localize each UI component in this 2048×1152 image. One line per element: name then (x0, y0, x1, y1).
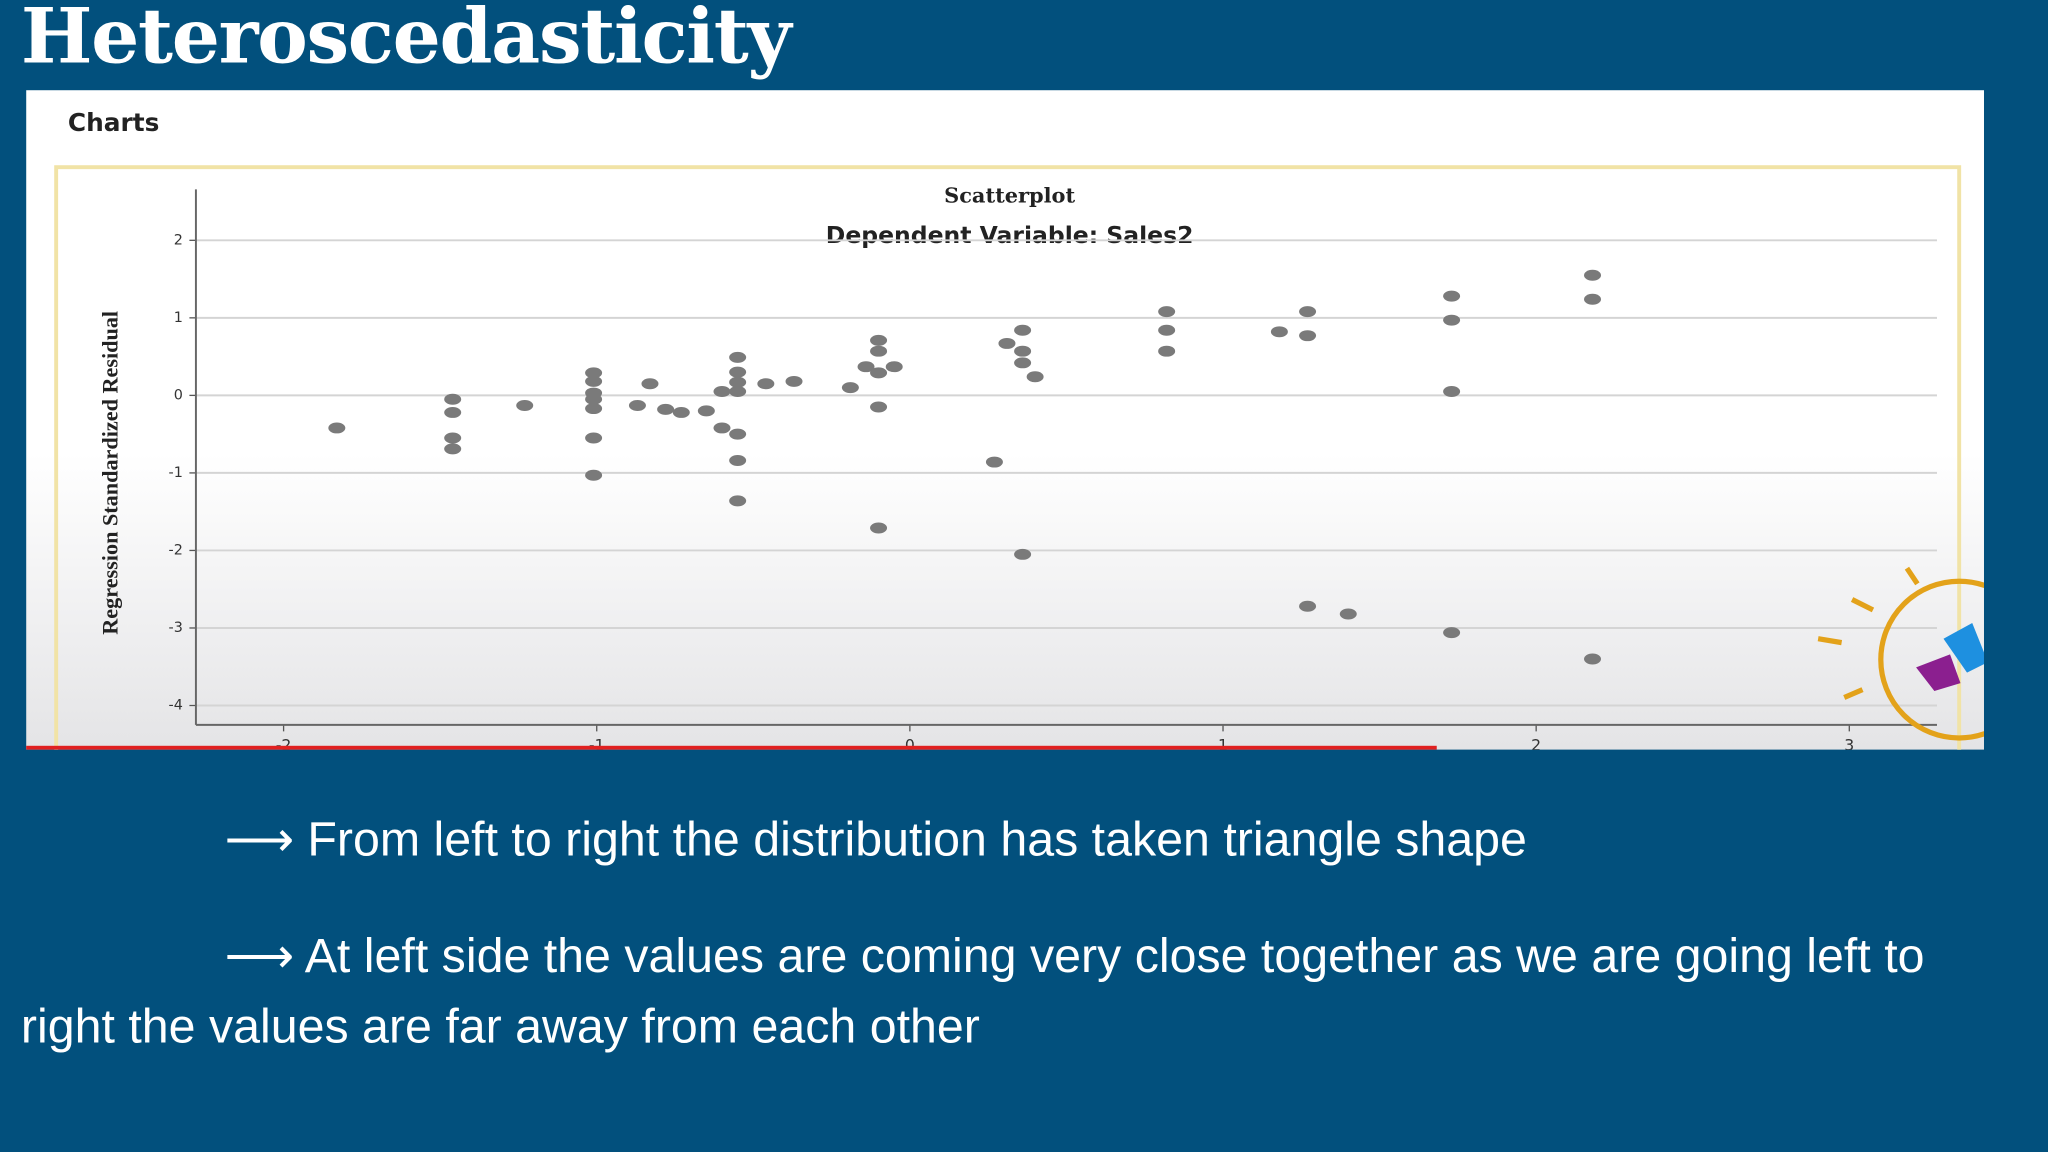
data-point (729, 386, 747, 397)
data-point (1584, 653, 1602, 665)
y-tick-label: -3 (169, 620, 183, 636)
data-point (785, 375, 803, 387)
data-point (870, 334, 888, 346)
data-point (672, 406, 690, 418)
y-tick-label: 1 (174, 310, 183, 326)
panel-title: Charts (68, 108, 159, 137)
chart-panel (26, 90, 1984, 750)
data-point (729, 428, 747, 440)
data-point (729, 376, 747, 388)
slide-title: Heteroscedasticity (20, 0, 792, 81)
data-point (444, 432, 462, 444)
data-point (729, 455, 747, 466)
data-point (1443, 627, 1461, 639)
data-point (585, 367, 603, 379)
data-point (1443, 386, 1461, 397)
data-point (1158, 306, 1176, 318)
data-point (1299, 330, 1317, 342)
bullet-text: ⟶ From left to right the distribution ha… (224, 812, 1527, 866)
data-point (628, 399, 646, 411)
data-point (885, 361, 903, 373)
data-point (1014, 345, 1032, 357)
y-axis-label: Regression Standardized Residual (97, 311, 122, 635)
data-point (998, 337, 1016, 349)
y-tick-label: 2 (174, 232, 183, 248)
y-tick-label: -4 (169, 698, 183, 714)
data-point (585, 403, 603, 415)
data-point (1014, 357, 1032, 369)
data-point (713, 386, 731, 397)
data-point (1014, 548, 1032, 560)
data-point (328, 422, 346, 434)
data-point (841, 382, 859, 394)
data-point (1299, 306, 1317, 318)
data-point (585, 432, 603, 444)
data-point (870, 367, 888, 379)
data-point (1584, 269, 1602, 281)
data-point (1299, 600, 1317, 612)
data-point (870, 345, 888, 357)
data-point (1014, 324, 1032, 336)
data-point (657, 403, 675, 415)
data-point (1443, 290, 1461, 302)
data-point (444, 406, 462, 418)
data-point (1270, 326, 1288, 338)
bullet-text: ⟶ At left side the values are coming ver… (20, 928, 1925, 1053)
x-tick-label: 3 (1844, 735, 1854, 749)
x-tick-label: 2 (1531, 735, 1541, 749)
data-point (985, 456, 1003, 468)
data-point (1339, 608, 1357, 620)
data-point (641, 378, 659, 390)
data-point (729, 366, 747, 378)
data-point (870, 401, 888, 413)
data-point (1584, 293, 1602, 305)
y-tick-label: 0 (174, 387, 183, 403)
data-point (585, 469, 603, 481)
data-point (697, 405, 715, 417)
y-tick-label: -2 (169, 542, 183, 558)
chart: Charts Scatterplot Dependent Variable: Sa… (26, 90, 1984, 750)
data-point (757, 378, 775, 390)
chart-title: Scatterplot (944, 183, 1075, 208)
logo (1817, 566, 1984, 741)
data-point (857, 361, 875, 373)
data-point (585, 375, 603, 387)
x-tick-label: 0 (905, 735, 915, 749)
data-point (444, 443, 462, 455)
data-point (1443, 314, 1461, 326)
chart-frame (54, 165, 1962, 750)
data-point (729, 351, 747, 363)
data-point (1026, 371, 1044, 383)
progress-bar (26, 745, 1437, 750)
data-point (713, 422, 731, 434)
data-point (516, 399, 534, 411)
data-point (870, 522, 888, 534)
data-point (1158, 345, 1176, 357)
data-point (729, 495, 747, 507)
data-point (444, 393, 462, 405)
chart-subtitle: Dependent Variable: Sales2 (826, 221, 1194, 249)
plot: Scatterplot Dependent Variable: Sales2 Reg… (97, 183, 1937, 750)
x-tick-label: 1 (1218, 735, 1228, 749)
data-point (1158, 324, 1176, 336)
data-point (585, 393, 603, 405)
y-tick-label: -1 (169, 465, 183, 481)
